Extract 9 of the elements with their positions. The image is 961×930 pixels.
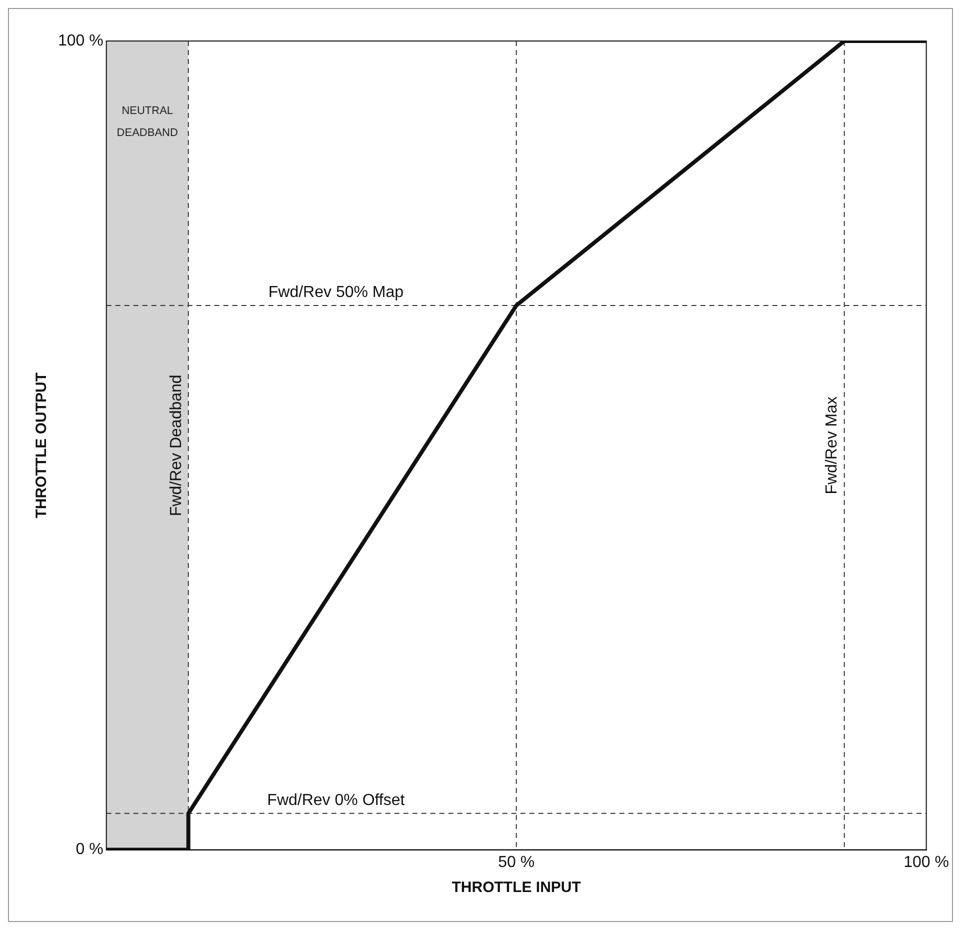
ref-line-label: Fwd/Rev 50% Map xyxy=(268,284,404,301)
x-tick-label: 50 % xyxy=(498,854,535,871)
y-axis-title: THROTTLE OUTPUT xyxy=(33,372,50,518)
band-label: NEUTRAL DEADBAND xyxy=(116,105,178,140)
ref-line-label: Fwd/Rev Max xyxy=(824,396,841,494)
y-tick-label: 0 % xyxy=(76,841,104,858)
x-axis-title: THROTTLE INPUT xyxy=(452,879,581,896)
ref-line-label: Fwd/Rev 0% Offset xyxy=(267,792,406,809)
ref-line-label: Fwd/Rev Deadband xyxy=(168,374,185,516)
